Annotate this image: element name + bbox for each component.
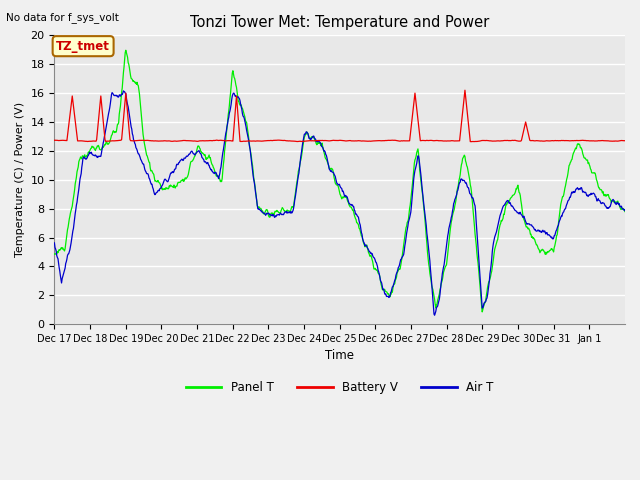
Text: TZ_tmet: TZ_tmet	[56, 40, 110, 53]
Title: Tonzi Tower Met: Temperature and Power: Tonzi Tower Met: Temperature and Power	[190, 15, 490, 30]
Legend: Panel T, Battery V, Air T: Panel T, Battery V, Air T	[181, 377, 499, 399]
Text: No data for f_sys_volt: No data for f_sys_volt	[6, 12, 119, 23]
X-axis label: Time: Time	[325, 349, 354, 362]
Y-axis label: Temperature (C) / Power (V): Temperature (C) / Power (V)	[15, 102, 25, 257]
